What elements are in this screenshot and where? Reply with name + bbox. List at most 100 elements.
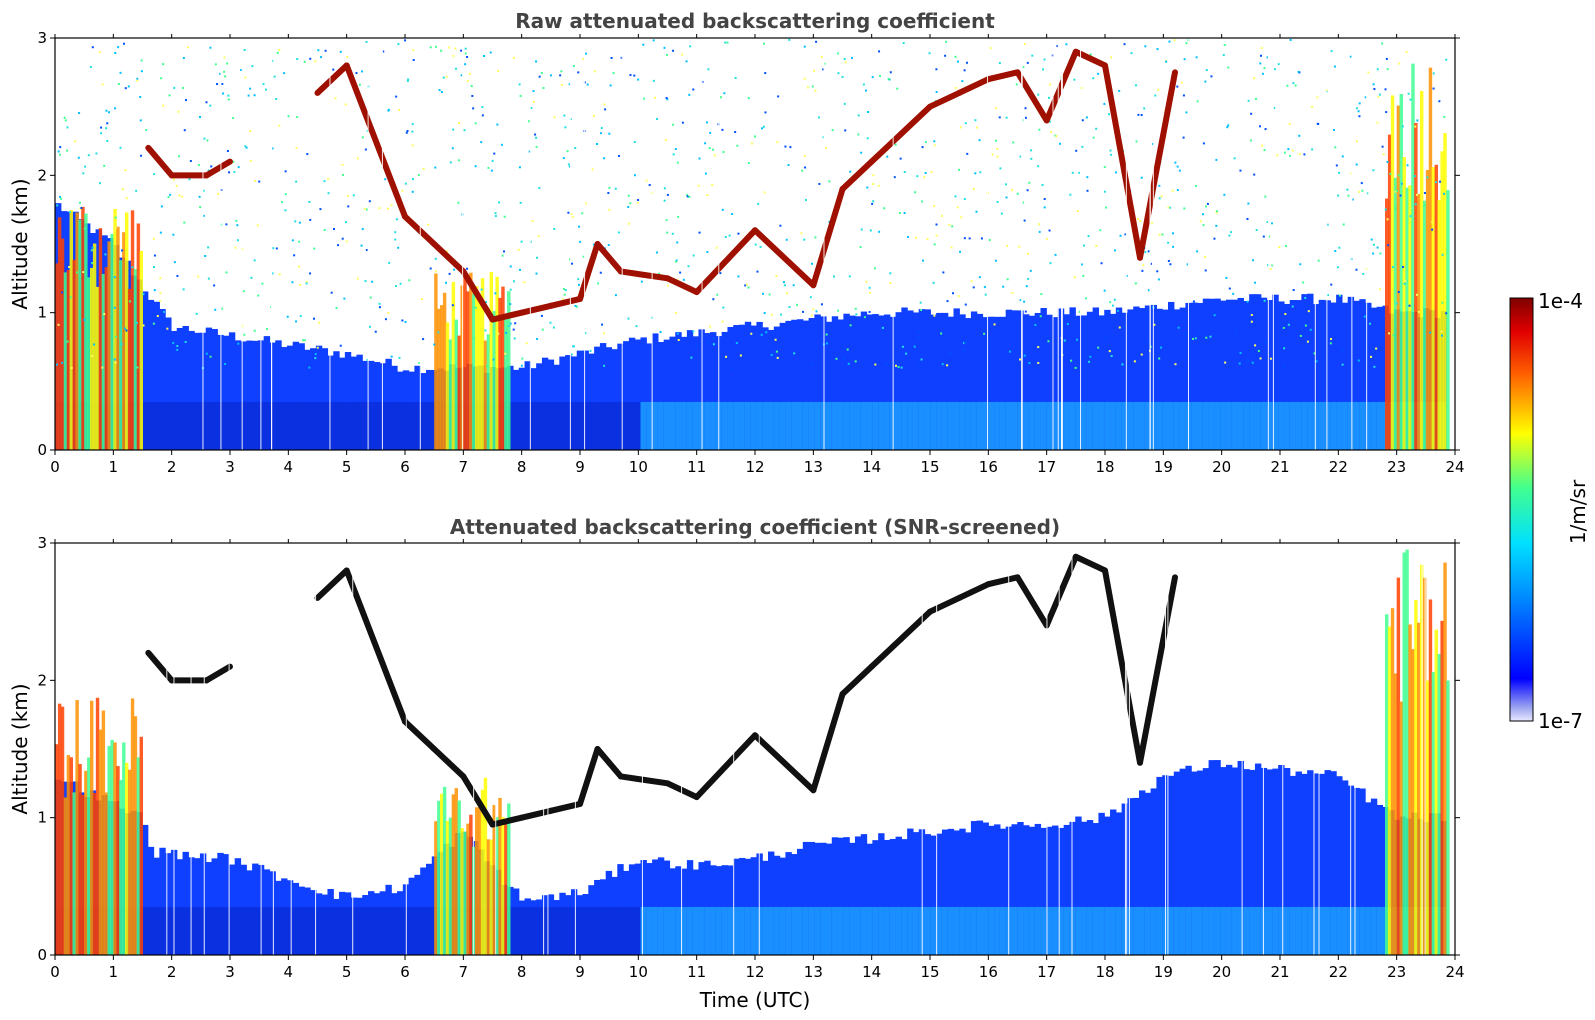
noise-speckle: [828, 180, 831, 183]
noise-speckle: [470, 85, 473, 88]
noise-speckle: [1292, 288, 1295, 291]
noise-speckle: [364, 280, 367, 283]
noise-speckle: [528, 150, 531, 153]
noise-speckle: [1140, 176, 1143, 179]
aerosol-cell: [727, 327, 734, 450]
plume-column: [110, 739, 114, 955]
cloud-layer-segment: [927, 89, 963, 110]
noise-speckle: [523, 281, 526, 284]
noise-speckle: [295, 180, 298, 183]
noise-speckle: [1105, 206, 1108, 209]
noise-speckle: [633, 140, 636, 143]
noise-speckle: [219, 72, 222, 75]
aerosol-cell-low: [286, 906, 294, 955]
noise-speckle: [747, 286, 750, 289]
noise-speckle: [899, 157, 902, 160]
aerosol-cell-low: [941, 401, 949, 450]
x-tick-label: 22: [1329, 458, 1348, 476]
aerosol-cell-low: [646, 401, 653, 450]
aerosol-cell-low: [1086, 906, 1094, 955]
noise-speckle: [197, 275, 200, 278]
aerosol-cell: [1046, 314, 1053, 450]
aerosol-cell-low: [1069, 401, 1076, 450]
noise-speckle: [1235, 332, 1238, 335]
plume-column: [1434, 164, 1438, 450]
plume-column: [116, 766, 120, 955]
noise-speckle: [776, 141, 779, 144]
noise-speckle: [535, 272, 538, 275]
aerosol-cell-low: [1214, 401, 1221, 450]
noise-speckle: [568, 83, 571, 86]
aerosol-cell: [831, 316, 839, 450]
aerosol-cell-low: [141, 401, 149, 450]
noise-speckle: [258, 180, 261, 183]
noise-speckle: [730, 367, 733, 370]
noise-speckle: [517, 248, 520, 251]
screened-backscatter-heatmap: [55, 543, 1450, 955]
noise-speckle: [850, 56, 853, 59]
noise-speckle: [1066, 323, 1069, 326]
aerosol-cell-low: [368, 401, 375, 450]
aerosol-cell: [825, 321, 833, 450]
noise-speckle: [344, 103, 347, 106]
aerosol-cell: [1266, 300, 1273, 450]
noise-speckle: [1173, 39, 1176, 42]
aerosol-cell-low: [965, 401, 972, 450]
aerosol-cell: [1191, 302, 1198, 450]
noise-speckle: [966, 61, 969, 64]
noise-speckle: [303, 60, 306, 63]
aerosol-cell-low: [153, 906, 160, 955]
noise-speckle: [1224, 361, 1227, 364]
plume-column: [445, 322, 450, 450]
noise-speckle: [1089, 53, 1092, 56]
noise-speckle: [627, 206, 630, 209]
aerosol-cell: [634, 339, 642, 450]
noise-speckle: [695, 344, 698, 347]
aerosol-cell: [1272, 768, 1279, 955]
aerosol-cell-low: [524, 906, 531, 955]
aerosol-cell-low: [1254, 401, 1262, 450]
noise-speckle: [1011, 189, 1014, 192]
plume-column: [104, 267, 108, 450]
noise-speckle: [344, 221, 347, 224]
plume-column: [1428, 67, 1433, 450]
noise-speckle: [518, 166, 521, 169]
aerosol-cell: [1283, 767, 1291, 955]
plume-column: [1390, 95, 1395, 450]
noise-speckle: [454, 47, 457, 50]
noise-speckle: [225, 223, 228, 226]
aerosol-cell-low: [1133, 906, 1140, 955]
aerosol-cell-low: [420, 906, 427, 955]
aerosol-cell-low: [518, 906, 526, 955]
noise-speckle: [1002, 285, 1005, 288]
noise-speckle: [844, 129, 847, 132]
aerosol-cell: [768, 329, 775, 450]
noise-speckle: [332, 228, 335, 231]
aerosol-cell-low: [849, 401, 856, 450]
noise-speckle: [224, 75, 227, 78]
noise-speckle: [103, 164, 106, 167]
noise-speckle: [1147, 340, 1150, 343]
noise-speckle: [422, 167, 425, 170]
x-tick-label: 4: [284, 963, 294, 981]
noise-speckle: [1225, 276, 1228, 279]
aerosol-cell-low: [918, 401, 926, 450]
aerosol-cell-low: [1196, 401, 1204, 450]
noise-speckle: [996, 200, 999, 203]
noise-speckle: [672, 49, 675, 52]
noise-speckle: [675, 259, 678, 262]
noise-speckle: [1405, 51, 1408, 54]
noise-speckle: [1037, 346, 1040, 349]
noise-speckle: [249, 87, 252, 90]
noise-speckle: [809, 296, 812, 299]
noise-speckle: [1253, 77, 1256, 80]
aerosol-cell: [878, 833, 885, 955]
plume-column: [451, 281, 456, 450]
noise-speckle: [1015, 83, 1018, 86]
noise-speckle: [1037, 93, 1040, 96]
x-tick-label: 24: [1445, 963, 1464, 981]
noise-speckle: [341, 237, 344, 240]
noise-speckle: [247, 94, 250, 97]
noise-speckle: [747, 162, 750, 165]
aerosol-cell-low: [234, 401, 242, 450]
